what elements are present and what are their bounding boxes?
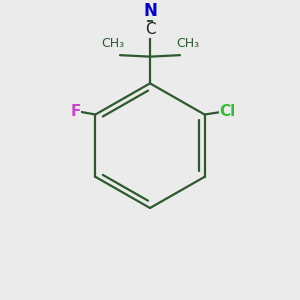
Text: Cl: Cl xyxy=(220,104,236,119)
Text: CH₃: CH₃ xyxy=(101,37,124,50)
Text: F: F xyxy=(70,104,80,119)
Text: N: N xyxy=(143,2,157,20)
Text: CH₃: CH₃ xyxy=(176,37,199,50)
Text: C: C xyxy=(145,22,155,38)
